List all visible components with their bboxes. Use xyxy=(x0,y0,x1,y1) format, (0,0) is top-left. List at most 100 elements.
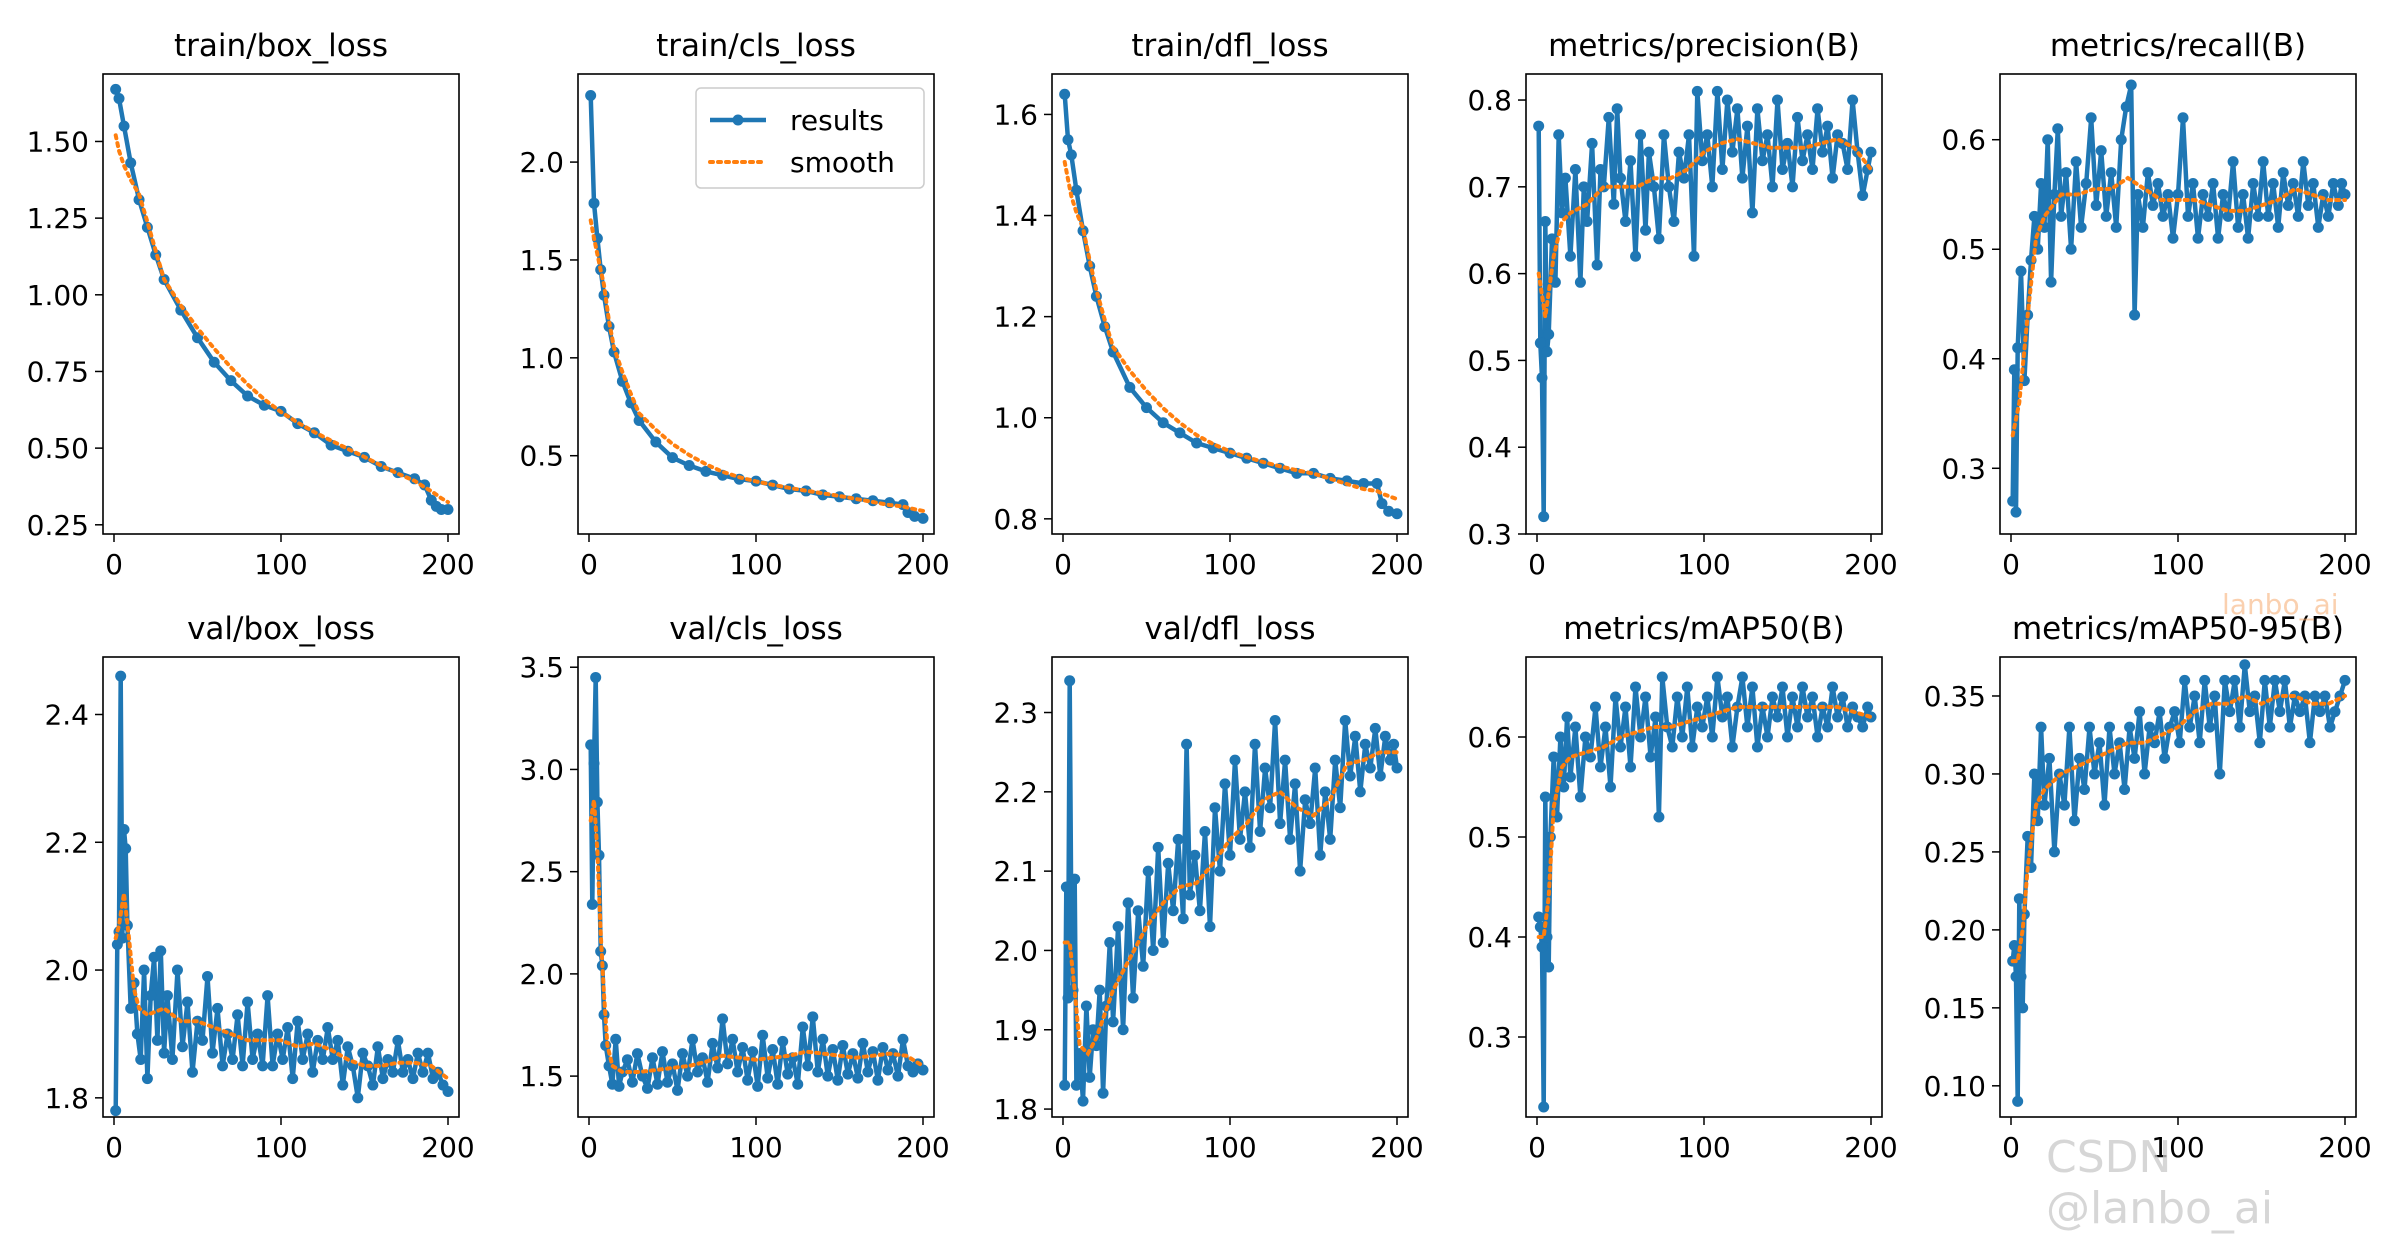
results-point xyxy=(1653,811,1665,823)
y-tick-label: 0.3 xyxy=(1467,518,1512,551)
legend-results-label: results xyxy=(790,104,884,137)
results-point xyxy=(208,356,220,368)
results-point xyxy=(1561,711,1573,723)
subplot-title: train/dfl_loss xyxy=(1131,28,1328,64)
results-point xyxy=(1142,865,1154,877)
results-point xyxy=(1070,1079,1082,1091)
results-point xyxy=(909,510,921,522)
results-point xyxy=(1635,731,1647,743)
results-point xyxy=(1726,741,1738,753)
y-tick-label: 0.5 xyxy=(519,440,564,473)
results-point xyxy=(1339,714,1351,726)
results-point xyxy=(1107,1016,1119,1028)
results-point xyxy=(897,1033,909,1045)
plot-area xyxy=(1059,88,1403,520)
results-point xyxy=(417,1066,429,1078)
subplot-7: val/cls_loss 0 100 200 1.5 2.0 2.5 3.0 3.5 xyxy=(519,611,949,1164)
results-point xyxy=(2129,309,2141,321)
results-point xyxy=(1070,184,1082,196)
y-tick-label: 0.20 xyxy=(1924,914,1986,947)
y-tick-label: 0.6 xyxy=(1467,721,1512,754)
y-tick-label: 0.35 xyxy=(1924,680,1986,713)
results-point xyxy=(1219,778,1231,790)
results-point xyxy=(118,120,130,132)
y-tick-label: 1.5 xyxy=(519,244,564,277)
results-point xyxy=(2055,210,2067,222)
results-point xyxy=(672,1084,684,1096)
results-point xyxy=(1609,691,1621,703)
results-point xyxy=(1650,711,1662,723)
results-point xyxy=(262,990,274,1002)
results-point xyxy=(1167,905,1179,917)
x-tick-label: 100 xyxy=(1677,548,1730,581)
results-point xyxy=(2194,737,2206,749)
results-point xyxy=(2012,342,2024,354)
results-point xyxy=(1658,129,1670,141)
results-point xyxy=(1599,721,1611,733)
results-point xyxy=(1234,833,1246,845)
results-point xyxy=(1152,841,1164,853)
x-tick-label: 0 xyxy=(1528,548,1546,581)
results-point xyxy=(737,1041,749,1053)
results-point xyxy=(1761,129,1773,141)
results-point xyxy=(407,1073,419,1085)
results-point xyxy=(2239,659,2251,671)
results-point xyxy=(707,1037,719,1049)
results-point xyxy=(2304,737,2316,749)
results-point xyxy=(651,1078,663,1090)
x-tick-label: 200 xyxy=(2318,1131,2371,1164)
results-point xyxy=(1591,259,1603,271)
results-point xyxy=(1094,984,1106,996)
results-point xyxy=(2058,799,2070,811)
results-point xyxy=(797,1021,809,1033)
legend-results-marker xyxy=(732,114,744,126)
y-tick-label: 1.00 xyxy=(27,279,89,312)
results-point xyxy=(2038,221,2050,233)
results-point xyxy=(202,970,214,982)
results-point xyxy=(2147,199,2159,211)
results-point xyxy=(116,932,128,944)
results-point xyxy=(2257,156,2269,168)
y-tick-label: 0.75 xyxy=(27,355,89,388)
results-point xyxy=(1802,711,1814,723)
results-point xyxy=(121,919,133,931)
results-point xyxy=(145,990,157,1002)
results-point xyxy=(1620,216,1632,228)
results-point xyxy=(1059,88,1071,100)
axes-frame xyxy=(1051,73,1409,535)
results-point xyxy=(2302,199,2314,211)
results-point xyxy=(1314,849,1326,861)
results-point xyxy=(1716,163,1728,175)
results-point xyxy=(1787,691,1799,703)
legend-smooth-label: smooth xyxy=(790,146,895,179)
results-point xyxy=(2129,752,2141,764)
results-point xyxy=(722,1058,734,1070)
results-point xyxy=(1309,762,1321,774)
results-point xyxy=(125,1002,137,1014)
results-point xyxy=(2277,167,2289,179)
results-point xyxy=(1122,897,1134,909)
results-point xyxy=(1589,701,1601,713)
results-point xyxy=(2124,721,2136,733)
subplot-title: train/cls_loss xyxy=(656,28,856,64)
y-tick-label: 3.0 xyxy=(519,753,564,786)
results-point xyxy=(2080,178,2092,190)
results-point xyxy=(1847,94,1859,106)
results-point xyxy=(1371,477,1383,489)
results-point xyxy=(1539,216,1551,228)
x-tick-label: 0 xyxy=(1054,1131,1072,1164)
results-point xyxy=(667,452,678,464)
results-point xyxy=(852,1072,864,1084)
x-tick-label: 100 xyxy=(254,548,307,581)
smooth-line xyxy=(2010,693,2347,964)
results-point xyxy=(1822,120,1834,132)
results-point xyxy=(767,1044,779,1056)
results-point xyxy=(1554,731,1566,743)
results-point xyxy=(1244,841,1256,853)
results-point xyxy=(1771,711,1783,723)
y-tick-label: 0.8 xyxy=(1467,84,1512,117)
plot-area xyxy=(1533,85,1877,523)
results-point xyxy=(1533,911,1545,923)
results-point xyxy=(2169,706,2181,718)
results-point xyxy=(1177,913,1189,925)
